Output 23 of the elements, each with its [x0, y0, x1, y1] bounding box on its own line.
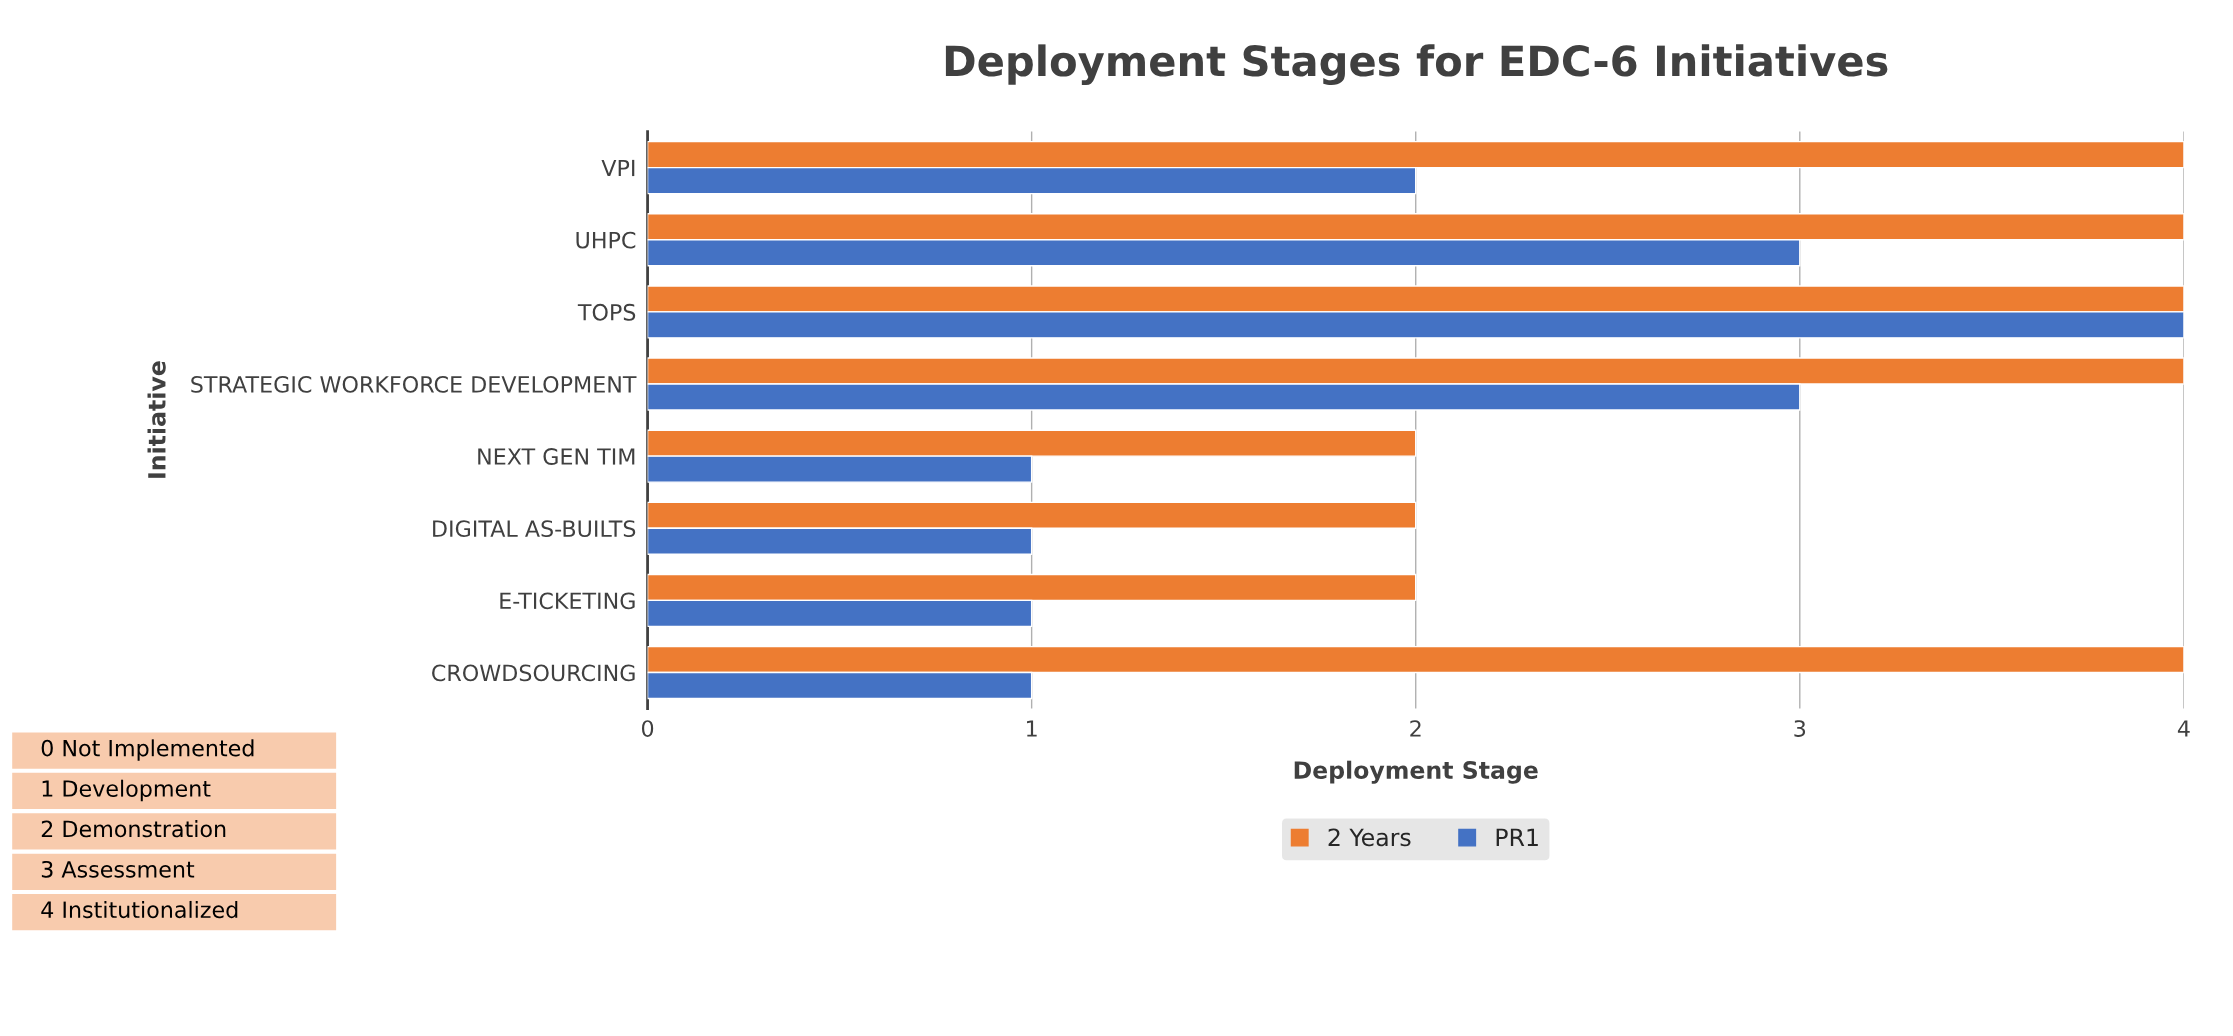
legend-label: 2 Years [1328, 828, 1411, 847]
text: 4 Institutionalized [41, 900, 238, 919]
y-tick-label: NEXT GEN TIM [478, 448, 635, 465]
x-tick-label: 3 [1794, 720, 1806, 737]
y-tick-label: DIGITAL AS-BUILTS [433, 520, 636, 538]
y-tick-label: E-TICKETING [500, 592, 635, 610]
x-tick-label: 1 [1027, 720, 1037, 737]
text: 0 Not Implemented [41, 739, 254, 761]
x-tick-label: 0 [641, 720, 654, 737]
y-tick-label: CROWDSOURCING [432, 664, 635, 682]
y-tick-label: TOPS [577, 303, 636, 321]
x-tick-label: 4 [2177, 720, 2190, 737]
y-tick-label: VPI [601, 159, 635, 177]
y-axis-title: Initiative [147, 361, 166, 478]
chart-title: Deployment Stages for EDC-6 Initiatives [945, 44, 1888, 86]
text: 1 Development [42, 779, 211, 802]
legend-label: PR1 [1496, 828, 1538, 846]
y-tick-label: UHPC [576, 231, 636, 249]
x-tick-label: 2 [1410, 720, 1421, 737]
y-tick-label: STRATEGIC WORKFORCE DEVELOPMENT [191, 375, 637, 393]
text: 3 Assessment [41, 860, 195, 878]
text: 2 Demonstration [41, 820, 226, 838]
x-axis-title: Deployment Stage [1294, 760, 1538, 784]
